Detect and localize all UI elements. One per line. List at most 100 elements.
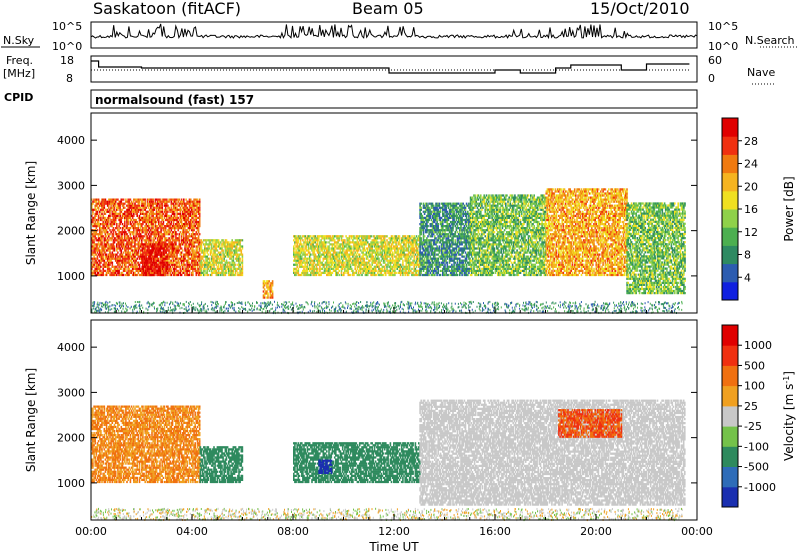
echo-cell [136,206,138,209]
echo-cell [231,261,233,264]
echo-cell [385,243,387,246]
echo-cell [96,263,99,266]
echo-cell [135,269,137,272]
echo-cell [306,241,309,244]
echo-cell [380,237,383,240]
echo-cell [233,243,236,246]
echo-cell [111,212,114,215]
echo-cell [102,267,104,270]
echo-cell [160,210,162,213]
echo-cell [298,235,301,238]
echo-cell [222,239,224,242]
echo-cell [144,198,146,201]
echo-cell [185,271,187,274]
echo-cell [318,253,320,256]
echo-cell [172,273,175,277]
echo-cell [225,241,228,244]
echo-cell [184,241,186,244]
echo-cell [168,214,170,217]
echo-cell [308,267,311,270]
echo-cell [187,208,190,211]
echo-cell [136,233,138,236]
echo-cell [143,227,145,230]
echo-cell [143,214,145,217]
echo-cell [101,251,103,254]
echo-cell [230,253,232,256]
echo-cell [186,229,188,232]
echo-cell [269,282,272,285]
echo-cell [183,223,185,226]
echo-cell [196,204,199,207]
echo-cell [146,202,149,205]
echo-cell [113,247,116,250]
echo-cell [303,251,305,254]
echo-cell [103,206,106,209]
echo-cell [207,273,210,277]
echo-cell [197,257,200,260]
echo-cell [173,227,176,230]
echo-cell [313,273,316,277]
echo-cell [214,241,216,244]
echo-cell [188,263,191,266]
echo-cell [96,243,99,246]
echo-cell [127,251,129,254]
echo-cell [116,253,118,256]
echo-cell [271,296,274,299]
echo-cell [176,255,178,258]
echo-cell [194,265,196,268]
echo-cell [96,271,99,274]
echo-cell [95,269,98,272]
echo-cell [111,220,114,224]
echo-cell [124,239,126,242]
echo-cell [118,245,120,248]
echo-cell [267,296,269,299]
echo-cell [125,231,127,234]
echo-cell [199,273,202,277]
echo-cell [105,208,108,211]
echo-cell [237,253,239,256]
echo-cell [177,223,179,226]
echo-cell [102,206,104,209]
echo-cell [398,237,401,240]
echo-cell [184,263,186,266]
echo-cell [189,212,192,215]
echo-cell [111,253,114,256]
echo-cell [196,223,199,226]
echo-cell [197,269,200,272]
echo-cell [240,239,243,242]
echo-cell [129,241,132,244]
echo-cell [294,263,296,266]
echo-cell [218,245,221,248]
echo-cell [94,204,96,207]
echo-cell [166,204,168,207]
echo-cell [146,212,149,215]
echo-cell [121,229,124,232]
echo-cell [119,220,121,224]
echo-cell [389,263,392,266]
echo-cell [381,247,384,250]
echo-cell [233,273,236,277]
echo-cell [205,271,207,274]
echo-cell [269,284,272,287]
echo-cell [196,220,199,224]
echo-cell [135,227,137,230]
echo-cell [194,257,196,260]
echo-cell [159,243,162,246]
echo-cell [220,261,222,264]
echo-cell [170,247,173,250]
echo-cell [224,269,227,272]
echo-cell [157,259,159,262]
echo-cell [175,200,177,203]
echo-cell [143,229,145,232]
nave-tick-top: 60 [708,54,722,67]
echo-cell [323,269,326,272]
echo-cell [194,225,196,228]
echo-cell [327,267,329,270]
echo-cell [112,241,115,244]
echo-cell [113,223,116,226]
echo-cell [197,263,200,266]
echo-cell [180,261,183,264]
echo-cell [176,218,178,222]
echo-cell [371,247,373,250]
echo-cell [191,267,193,270]
